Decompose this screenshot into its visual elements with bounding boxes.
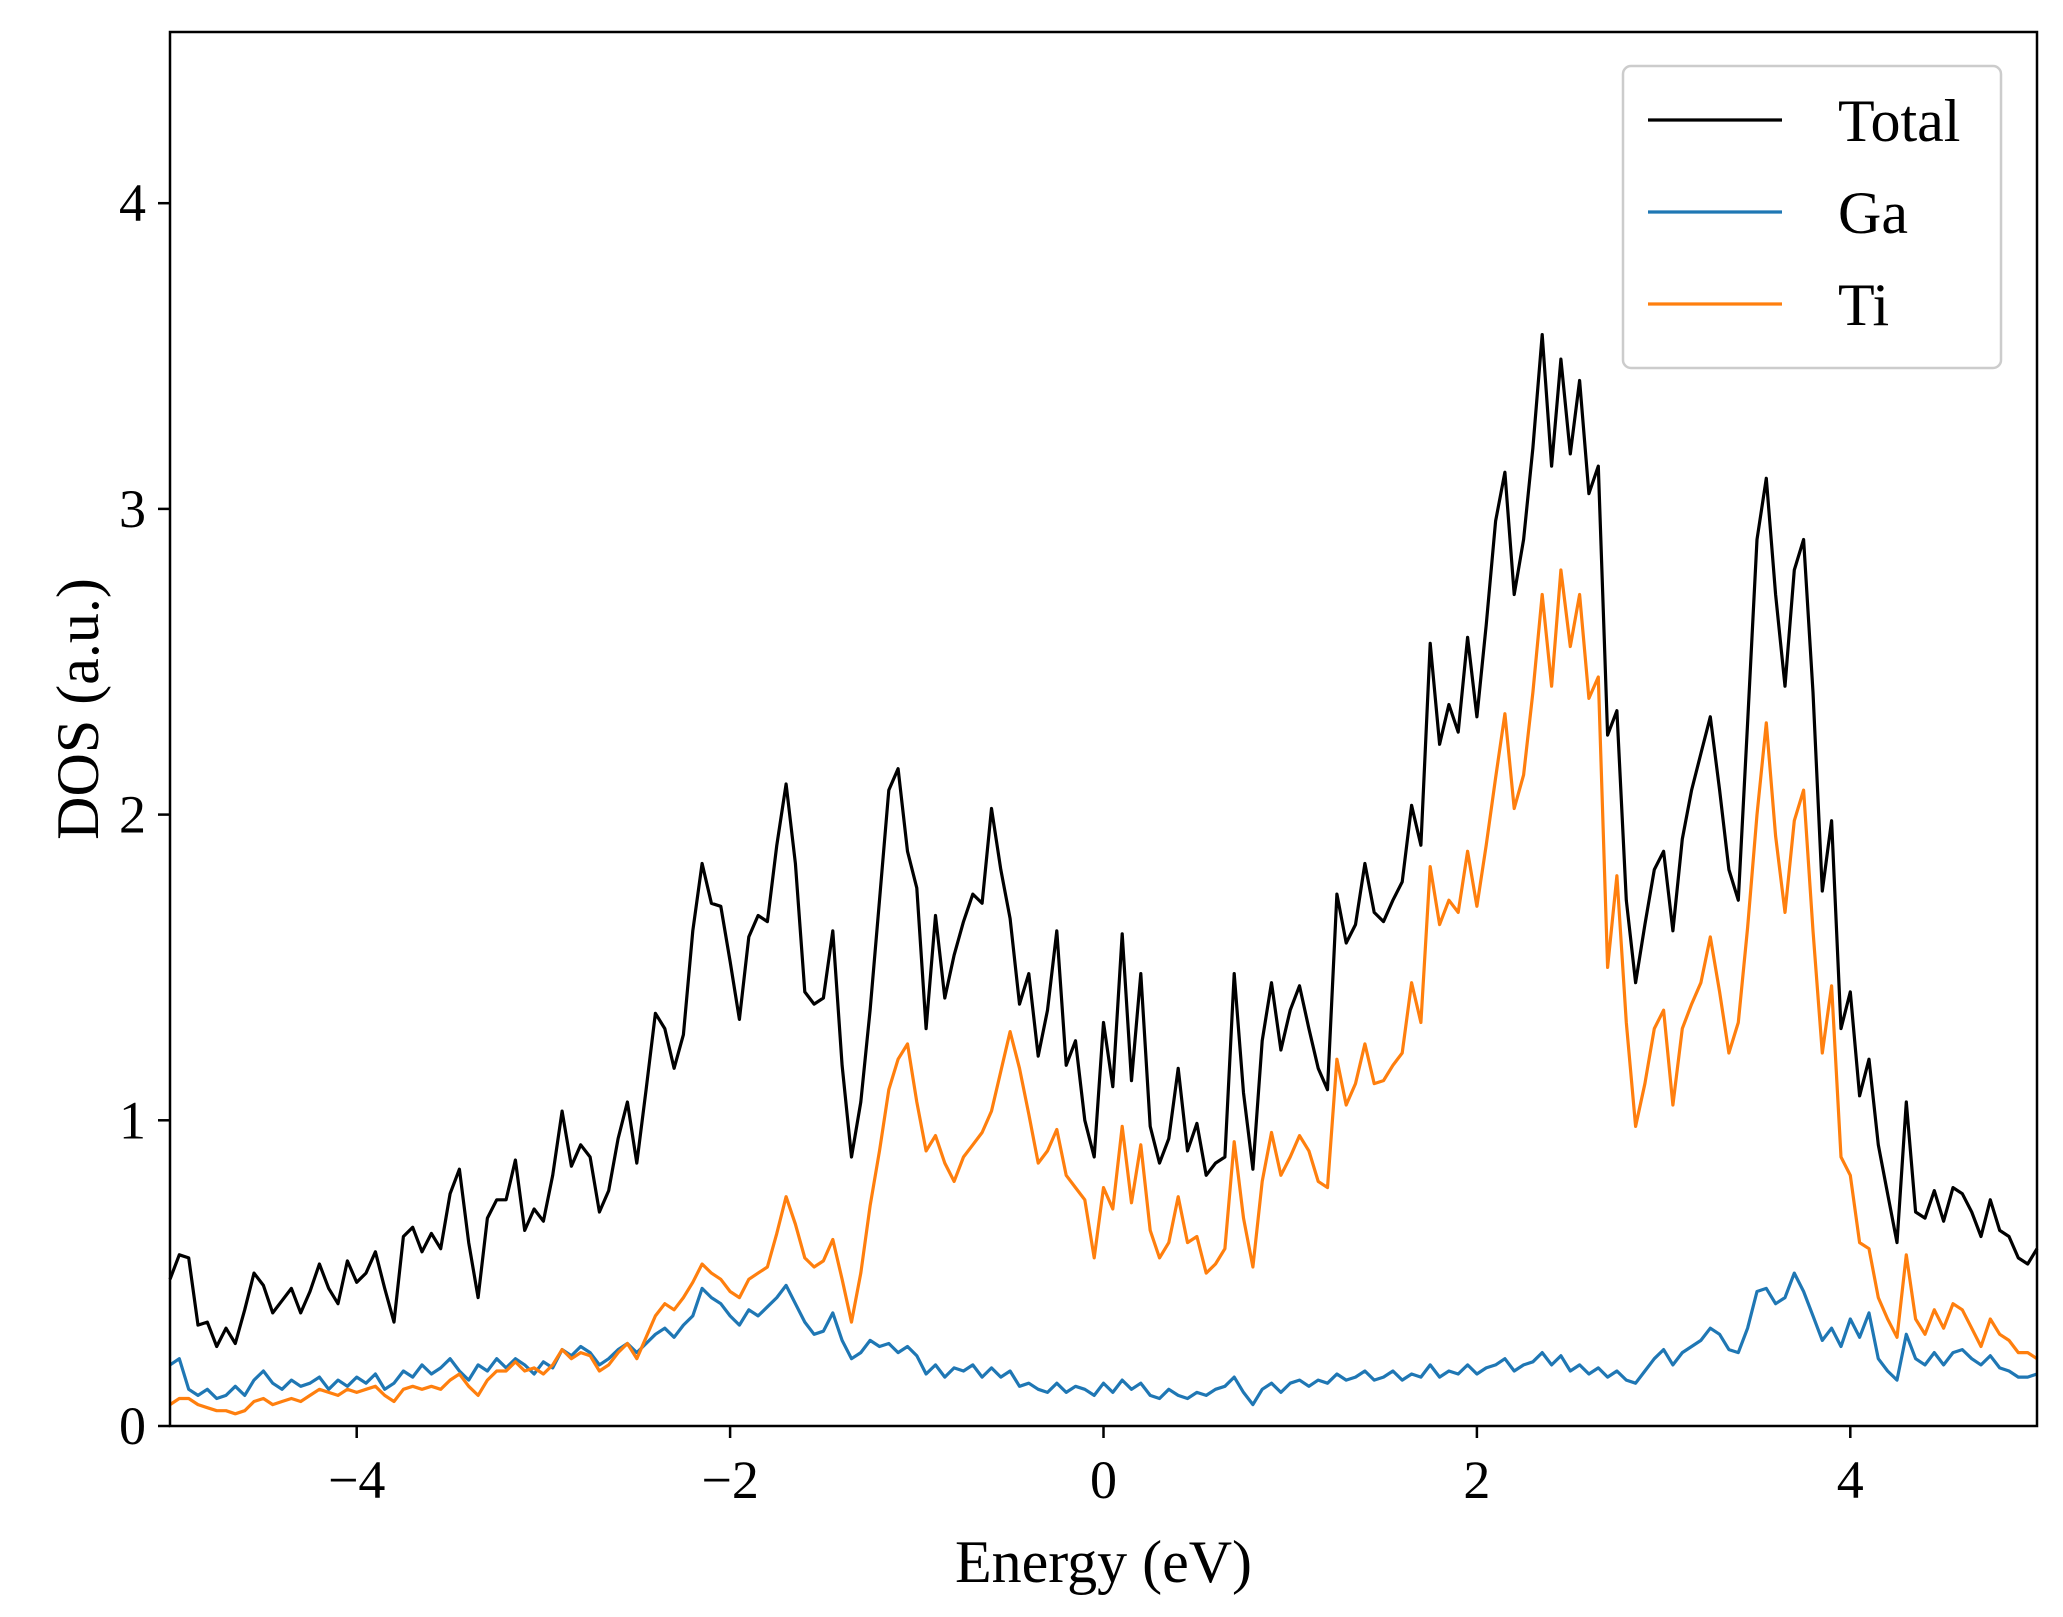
y-tick-label: 0 <box>119 1396 146 1456</box>
series-line-ti <box>169 568 2038 1416</box>
x-axis-ticks: −4 −2 0 2 4 <box>328 1426 1864 1510</box>
y-tick-label: 1 <box>119 1090 146 1150</box>
x-tick-label: 0 <box>1090 1450 1117 1510</box>
x-tick-label: 2 <box>1463 1450 1490 1510</box>
legend: Total Ga Ti <box>1621 64 2003 370</box>
series-line-total <box>168 333 2039 1349</box>
legend-items: Total Ga Ti <box>1648 88 1960 338</box>
x-tick-label: −4 <box>328 1450 385 1510</box>
y-tick-label: 4 <box>119 173 146 233</box>
legend-label-ti: Ti <box>1838 272 1889 338</box>
x-axis-label: Energy (eV) <box>955 1529 1252 1595</box>
y-axis-label: DOS (a.u.) <box>45 578 111 840</box>
legend-label-ga: Ga <box>1838 180 1908 246</box>
x-tick-label: −2 <box>701 1450 758 1510</box>
legend-label-total: Total <box>1838 88 1960 154</box>
x-tick-label: 4 <box>1837 1450 1864 1510</box>
series-layer <box>168 333 2039 1416</box>
series-line-ga <box>169 1271 2038 1407</box>
y-axis-ticks: 0 1 2 3 4 <box>119 173 170 1456</box>
y-tick-label: 2 <box>119 785 146 845</box>
y-tick-label: 3 <box>119 479 146 539</box>
legend-box <box>1621 64 2003 370</box>
